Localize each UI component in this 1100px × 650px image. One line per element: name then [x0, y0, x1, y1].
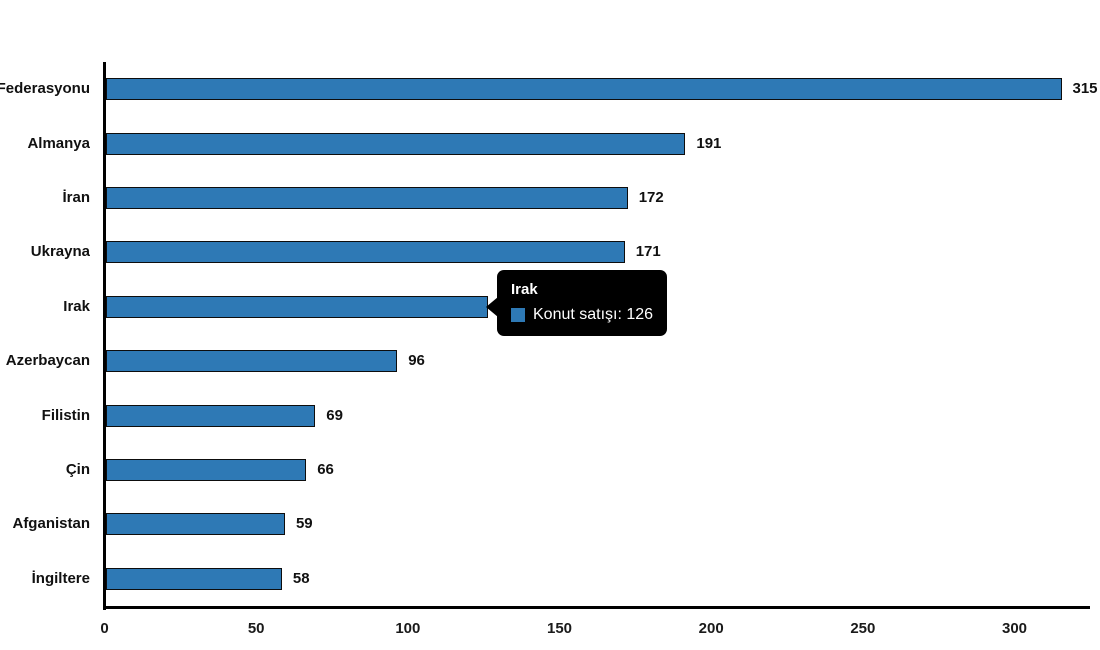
bar-row: 96 [106, 334, 1090, 388]
bar-2[interactable] [106, 186, 628, 209]
value-label: 66 [317, 460, 334, 478]
x-tick-label: 100 [395, 620, 421, 637]
category-label: Irak [63, 297, 90, 315]
value-label: 171 [635, 243, 661, 261]
plot-area: 3151911721711269669665958 [106, 62, 1098, 606]
value-label: 96 [408, 352, 425, 370]
bar-row: 171 [106, 225, 1090, 279]
bar-1[interactable] [106, 132, 686, 155]
tooltip-arrow [486, 297, 498, 317]
x-tick-label: 200 [698, 620, 724, 637]
value-label: 315 [1072, 80, 1098, 98]
value-label: 59 [295, 515, 313, 533]
y-axis-line [103, 62, 106, 610]
tooltip-title: Irak [511, 281, 538, 298]
tooltip-row: Konut satışı: 126 [511, 306, 653, 324]
bar-5[interactable] [106, 350, 398, 373]
category-label: İran [62, 189, 90, 206]
value-label: 69 [326, 406, 343, 424]
category-label: Azerbaycan [5, 352, 90, 370]
x-tick-label: 300 [1001, 620, 1028, 637]
bar-7[interactable] [106, 458, 307, 481]
series-marker-icon [511, 308, 525, 322]
category-label: İngiltere [31, 569, 90, 587]
bar-3[interactable] [106, 241, 625, 264]
x-axis-line [103, 606, 1090, 609]
category-label: Ukrayna [30, 243, 90, 261]
x-tick-label: 150 [546, 620, 573, 637]
bar-row: 58 [106, 552, 1090, 606]
value-label: 58 [292, 569, 310, 587]
bar-0[interactable] [106, 78, 1062, 101]
x-tick-label: 0 [100, 620, 109, 637]
bar-8[interactable] [106, 513, 285, 536]
bar-row: 69 [106, 388, 1090, 442]
tooltip: Irak Konut satışı: 126 [486, 270, 668, 336]
category-label: Rusya Federasyonu [0, 80, 90, 98]
bar-9[interactable] [106, 567, 282, 590]
value-label: 172 [638, 188, 664, 206]
bar-row: 59 [106, 497, 1090, 551]
category-label: Almanya [27, 134, 90, 152]
category-label: Çin [65, 461, 90, 478]
bar-row: 66 [106, 443, 1090, 497]
category-label: Filistin [41, 406, 90, 424]
tooltip-value-text: Konut satışı: 126 [533, 306, 654, 323]
category-axis-labels: Rusya Federasyonu Almanya İran Ukrayna Irak A… [0, 62, 90, 606]
bar-row: 172 [106, 171, 1090, 225]
bar-row: 315 [106, 62, 1098, 116]
value-label: 191 [696, 134, 722, 152]
x-tick-label: 250 [850, 620, 876, 637]
bar-6[interactable] [106, 404, 316, 427]
category-label: Afganistan [12, 515, 90, 533]
x-tick-label: 50 [247, 620, 265, 637]
bar-row: 191 [106, 116, 1090, 170]
